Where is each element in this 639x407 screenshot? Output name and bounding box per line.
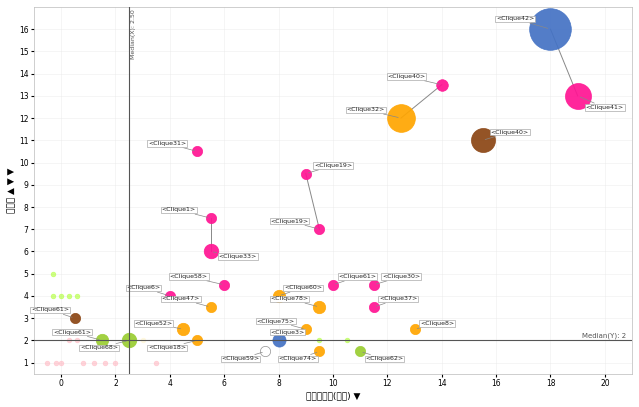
Point (48, 293, 58, 299)
Point (355, 348, 366, 355)
Point (96, 337, 107, 344)
Point (72, 337, 82, 344)
Text: <Clique40>: <Clique40> (485, 130, 529, 140)
Text: <Clique59>: <Clique59> (222, 352, 263, 361)
Point (369, 304, 379, 310)
Text: <Clique74>: <Clique74> (279, 352, 317, 361)
Point (314, 337, 325, 344)
Text: Median(Y): 2: Median(Y): 2 (583, 332, 627, 339)
Text: <Clique1>: <Clique1> (162, 208, 208, 217)
Point (64, 293, 74, 299)
Point (219, 282, 229, 288)
Text: <Clique19>: <Clique19> (309, 163, 352, 173)
Point (42, 359, 52, 366)
Point (314, 304, 325, 310)
Point (137, 337, 148, 344)
Point (89, 359, 99, 366)
Point (56, 359, 66, 366)
Text: <Clique33>: <Clique33> (213, 252, 257, 259)
Point (151, 359, 162, 366)
Point (273, 293, 284, 299)
Text: <Clique6>: <Clique6> (127, 285, 167, 295)
Point (111, 359, 121, 366)
X-axis label: 정부연구비(억원) ▼: 정부연구비(억원) ▼ (306, 391, 360, 400)
Point (48, 270, 58, 277)
Text: <Clique47>: <Clique47> (162, 296, 208, 306)
Text: <Clique61>: <Clique61> (335, 274, 376, 284)
Point (206, 304, 216, 310)
Text: <Clique61>: <Clique61> (53, 330, 99, 340)
Point (100, 359, 110, 366)
Text: <Clique42>: <Clique42> (496, 16, 548, 28)
Point (273, 337, 284, 344)
Text: <Clique37>: <Clique37> (376, 296, 417, 306)
Text: <Clique62>: <Clique62> (363, 352, 404, 361)
Point (206, 248, 216, 255)
Point (301, 171, 311, 177)
Point (50, 359, 61, 366)
Point (573, 93, 583, 99)
Point (545, 26, 555, 33)
Text: <Clique78>: <Clique78> (270, 296, 317, 306)
Point (72, 293, 82, 299)
Point (328, 282, 338, 288)
Text: <Clique60>: <Clique60> (281, 285, 322, 295)
Point (178, 326, 189, 333)
Y-axis label: 연결수 ▲ ▼ ▼: 연결수 ▲ ▼ ▼ (7, 168, 16, 213)
Point (436, 81, 447, 88)
Text: <Clique32>: <Clique32> (346, 107, 398, 118)
Point (341, 337, 351, 344)
Point (410, 326, 420, 333)
Text: <Clique30>: <Clique30> (376, 274, 420, 284)
Point (64, 337, 74, 344)
Point (314, 348, 325, 355)
Point (78, 359, 88, 366)
Point (192, 337, 202, 344)
Point (165, 293, 175, 299)
Text: <Clique31>: <Clique31> (148, 141, 194, 151)
Text: <Clique61>: <Clique61> (31, 307, 72, 317)
Point (314, 226, 325, 232)
Point (124, 337, 134, 344)
Text: <Clique3>: <Clique3> (270, 330, 305, 339)
Point (260, 348, 270, 355)
Point (206, 215, 216, 221)
Point (301, 326, 311, 333)
Point (396, 115, 406, 121)
Text: <Clique19>: <Clique19> (270, 219, 317, 228)
Text: Median(X): 2.50: Median(X): 2.50 (131, 9, 136, 59)
Point (192, 148, 202, 155)
Text: <Clique68>: <Clique68> (80, 341, 127, 350)
Text: <Clique40>: <Clique40> (387, 74, 439, 84)
Point (369, 282, 379, 288)
Text: <Clique41>: <Clique41> (580, 97, 624, 110)
Point (477, 137, 488, 144)
Text: <Clique75>: <Clique75> (257, 319, 303, 328)
Text: <Clique18>: <Clique18> (148, 341, 194, 350)
Text: <Clique58>: <Clique58> (170, 274, 222, 284)
Text: <Clique52>: <Clique52> (134, 321, 181, 329)
Text: <Clique8>: <Clique8> (417, 321, 454, 328)
Point (56, 293, 66, 299)
Point (70, 315, 80, 322)
